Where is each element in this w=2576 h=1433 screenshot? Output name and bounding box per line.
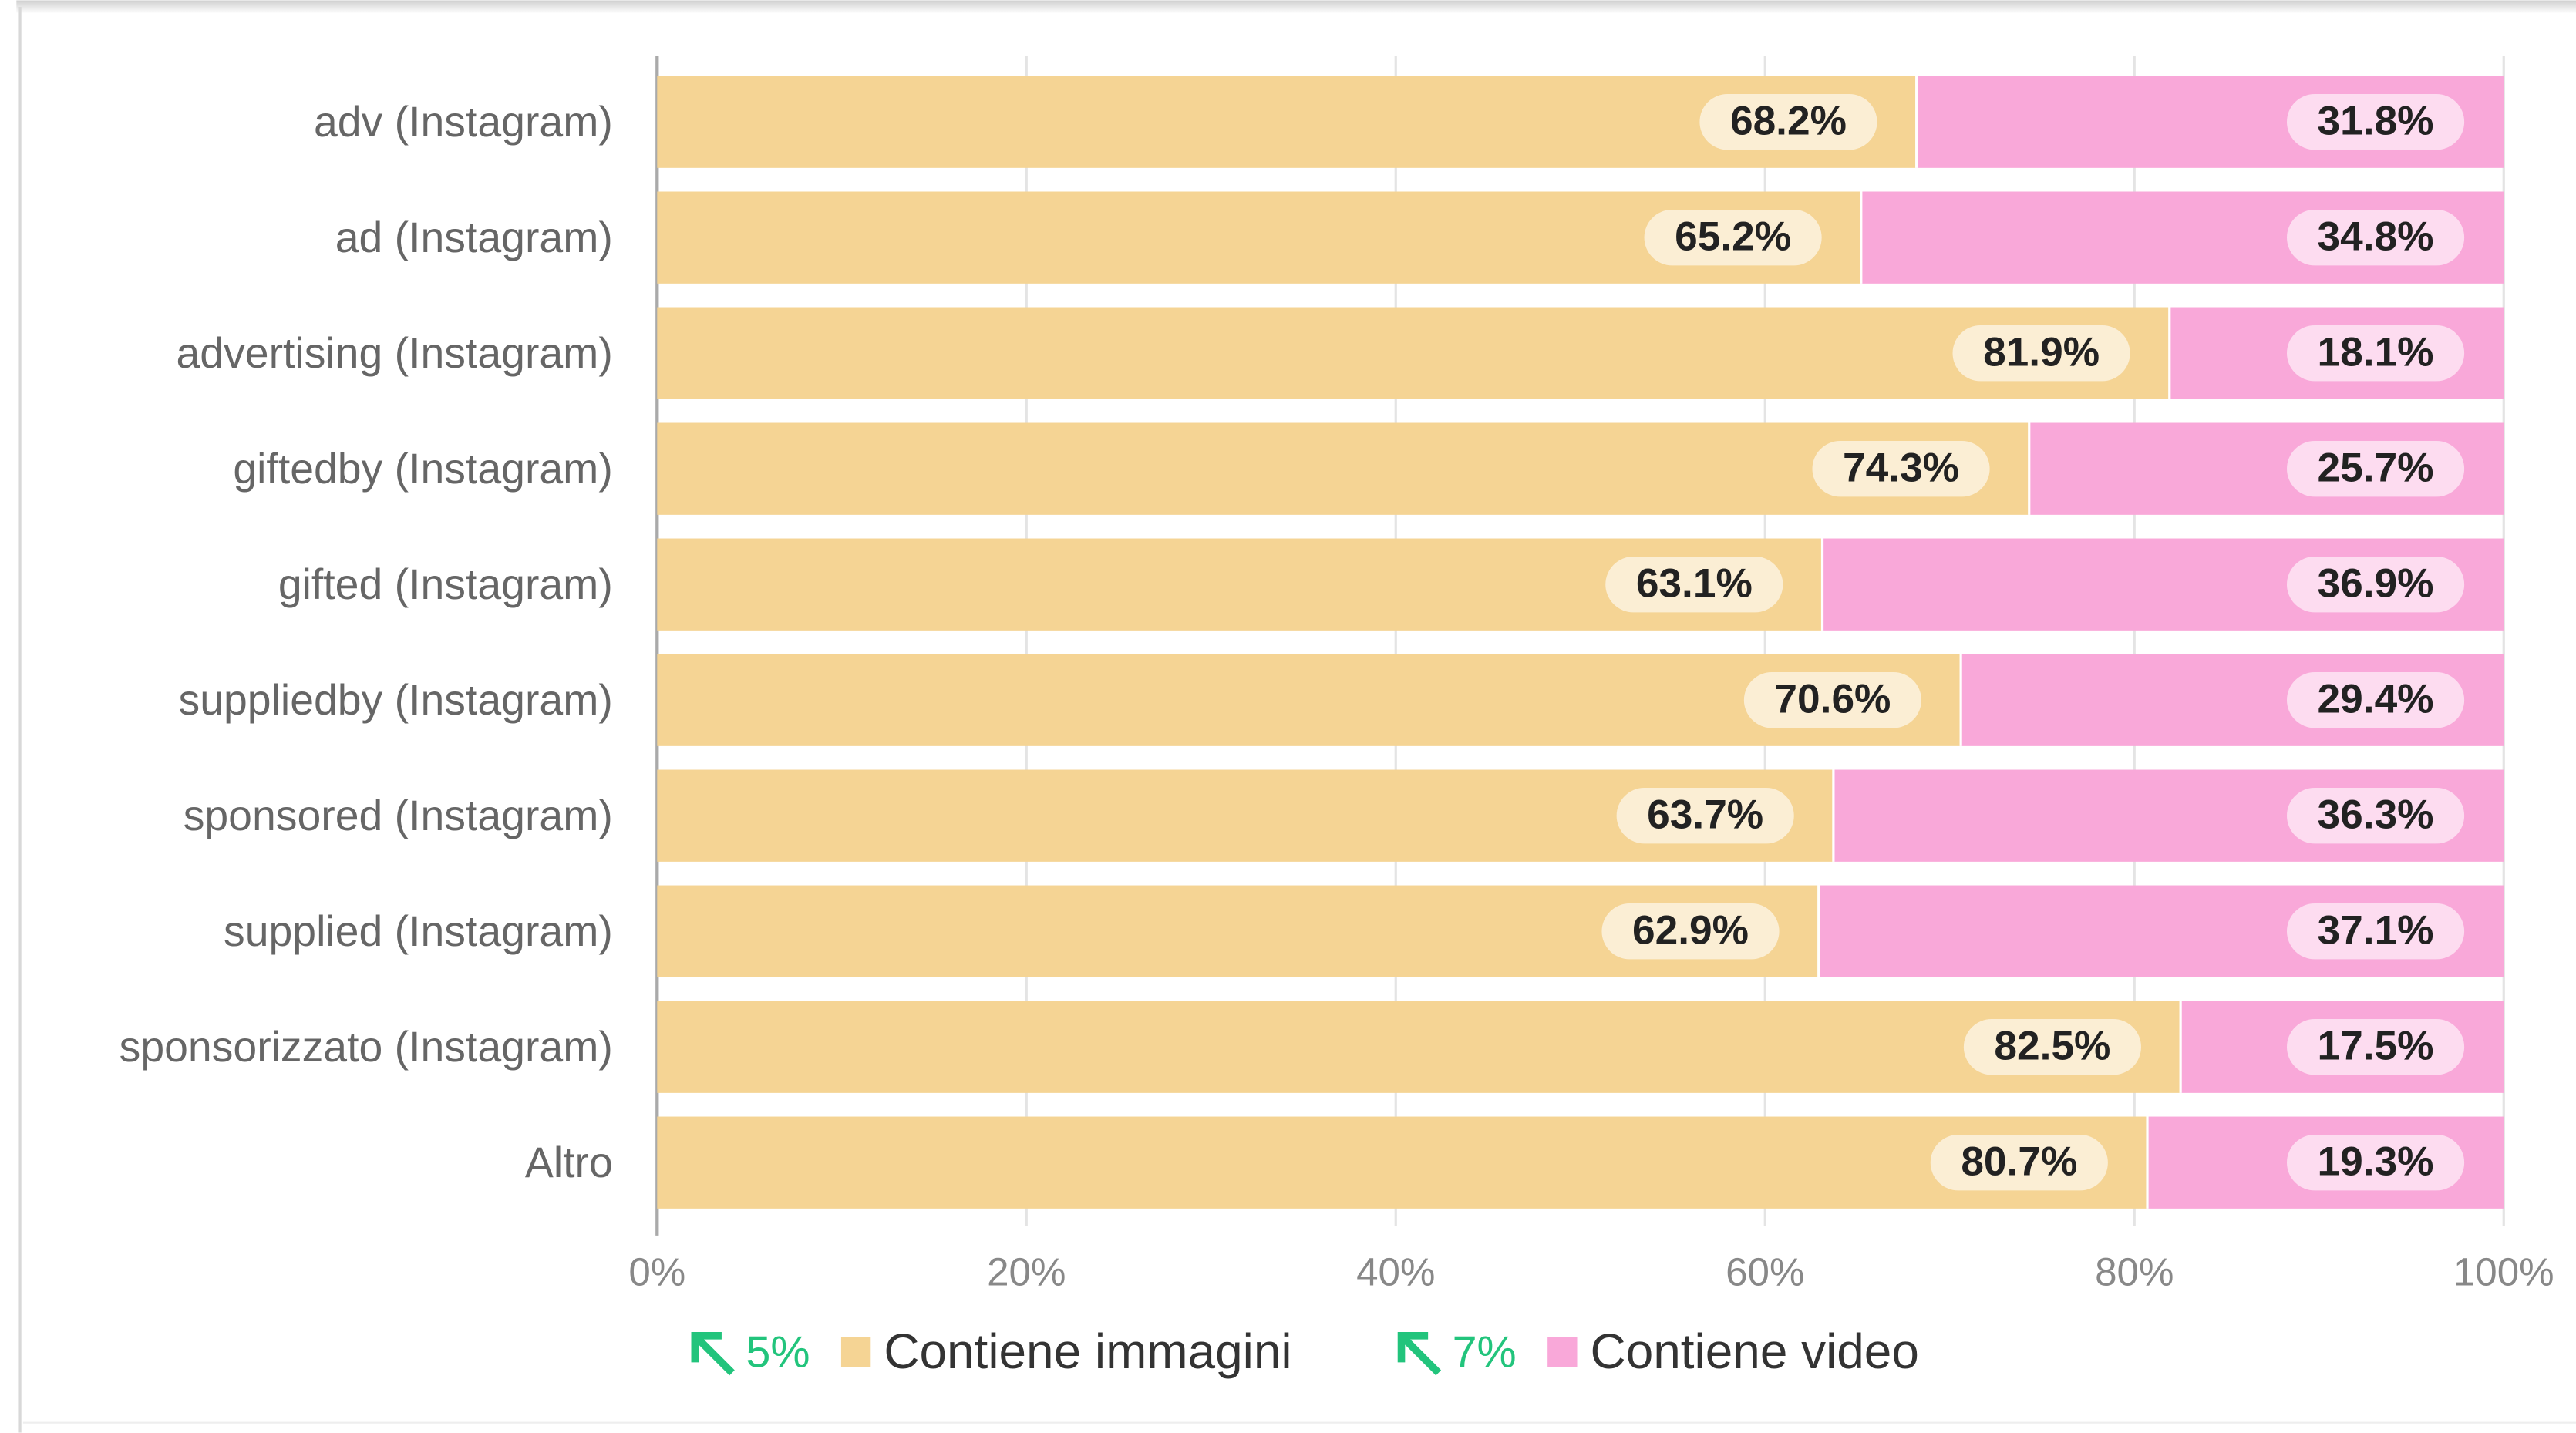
value-label: 18.1% xyxy=(2318,329,2434,375)
value-label-bg xyxy=(2286,556,2465,613)
value-label-bg xyxy=(1930,1134,2108,1191)
y-tick-label: Altro xyxy=(525,1139,613,1186)
value-label-bg xyxy=(2286,325,2465,382)
value-label: 63.1% xyxy=(1636,560,1753,606)
x-tick-label: 100% xyxy=(2453,1250,2554,1293)
legend-swatch xyxy=(1547,1337,1578,1367)
value-label: 36.3% xyxy=(2318,792,2434,837)
value-label: 81.9% xyxy=(1983,329,2100,375)
value-label: 34.8% xyxy=(2318,214,2434,259)
change-arrow xyxy=(1397,1331,1442,1376)
change-arrow xyxy=(691,1331,735,1376)
value-label-bg xyxy=(2286,209,2465,266)
value-label: 65.2% xyxy=(1675,214,1791,259)
change-label: 7% xyxy=(1453,1328,1517,1377)
bar-segment xyxy=(657,1116,2148,1209)
x-tick-label: 80% xyxy=(2095,1250,2174,1293)
value-label-bg xyxy=(2286,903,2465,960)
value-label: 31.8% xyxy=(2318,98,2434,143)
value-label: 63.7% xyxy=(1647,792,1763,837)
bar-segment xyxy=(657,307,2170,399)
x-tick-label: 60% xyxy=(1726,1250,1804,1293)
value-label-bg xyxy=(2286,787,2465,844)
y-tick-label: ad (Instagram) xyxy=(335,214,613,261)
value-label: 36.9% xyxy=(2318,560,2434,606)
value-label-bg xyxy=(1616,787,1794,844)
legend-label: Contiene video xyxy=(1591,1324,1919,1379)
value-label-bg xyxy=(1601,903,1780,960)
legend-swatch xyxy=(840,1337,871,1367)
y-tick-label: suppliedby (Instagram) xyxy=(179,676,613,724)
x-tick-label: 0% xyxy=(628,1250,685,1293)
value-label: 37.1% xyxy=(2318,907,2434,953)
value-label-bg xyxy=(2286,671,2465,728)
value-label-bg xyxy=(2286,93,2465,150)
value-label-bg xyxy=(2286,1018,2465,1075)
bar-segment xyxy=(657,422,2029,515)
value-label: 70.6% xyxy=(1774,676,1891,722)
value-label: 62.9% xyxy=(1632,907,1749,953)
y-tick-label: gifted (Instagram) xyxy=(278,560,613,608)
value-label: 17.5% xyxy=(2318,1023,2434,1068)
y-tick-label: adv (Instagram) xyxy=(314,98,613,146)
value-label-bg xyxy=(1743,671,1921,728)
labels: adv (Instagram) 68.2% 31.8% ad (Instagram) 6… xyxy=(120,93,2465,1191)
value-label: 29.4% xyxy=(2318,676,2434,722)
y-tick-label: giftedby (Instagram) xyxy=(233,445,612,493)
x-tick-label: 40% xyxy=(1356,1250,1435,1293)
value-label: 80.7% xyxy=(1961,1139,2077,1184)
change-label: 5% xyxy=(746,1328,810,1377)
legend-label: Contiene immagini xyxy=(884,1324,1291,1379)
bar-segment xyxy=(657,654,1961,746)
value-label-bg xyxy=(1699,93,1877,150)
legend: 5% Contiene immagini 7% Contiene video xyxy=(691,1324,1919,1379)
value-label-bg xyxy=(1963,1018,2141,1075)
bar-segment xyxy=(657,1001,2181,1093)
x-tick-label: 20% xyxy=(987,1250,1066,1293)
value-label-bg xyxy=(2286,440,2465,497)
y-tick-label: advertising (Instagram) xyxy=(176,329,612,377)
value-label: 19.3% xyxy=(2318,1139,2434,1184)
value-label-bg xyxy=(1644,209,1822,266)
value-label: 82.5% xyxy=(1994,1023,2110,1068)
value-label-bg xyxy=(1812,440,1990,497)
card-shadow xyxy=(16,0,2576,14)
value-label: 25.7% xyxy=(2318,445,2434,490)
y-tick-label: sponsorizzato (Instagram) xyxy=(120,1023,613,1071)
y-tick-label: supplied (Instagram) xyxy=(224,907,613,955)
value-label: 74.3% xyxy=(1843,445,1959,490)
value-label-bg xyxy=(1952,325,2130,382)
value-label: 68.2% xyxy=(1730,98,1847,143)
value-label-bg xyxy=(2286,1134,2465,1191)
value-label-bg xyxy=(1605,556,1783,613)
y-tick-label: sponsored (Instagram) xyxy=(184,792,613,839)
